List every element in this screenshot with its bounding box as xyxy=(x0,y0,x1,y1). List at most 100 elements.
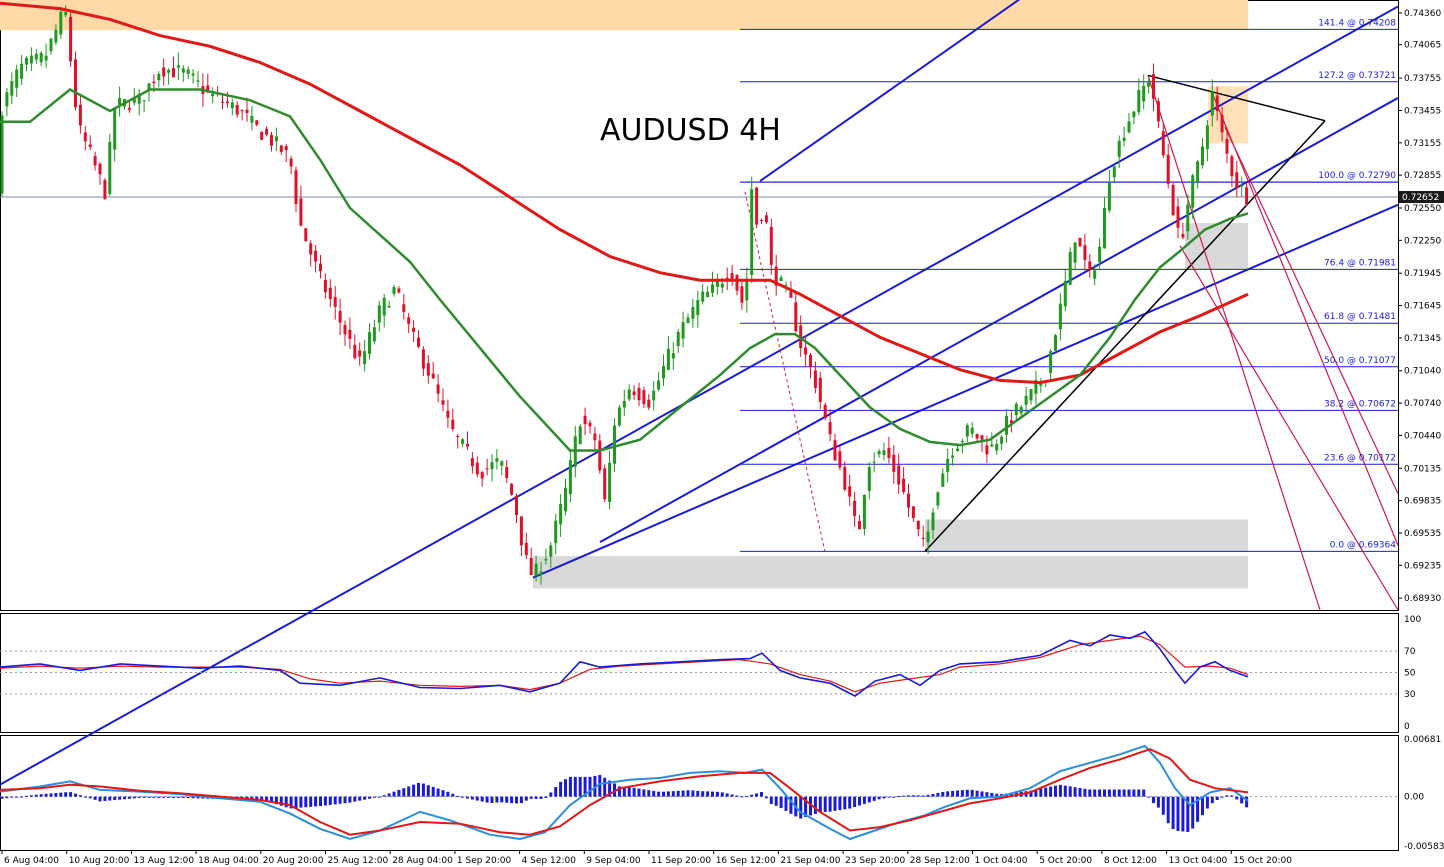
macd-histogram-bar xyxy=(813,796,817,814)
moving-averages xyxy=(0,1,1249,452)
candle-body xyxy=(676,331,680,346)
macd-histogram-bar xyxy=(1063,785,1067,797)
candle xyxy=(397,286,401,294)
macd-histogram-bar xyxy=(1245,796,1249,808)
candle-body xyxy=(1005,415,1008,435)
candle-body xyxy=(730,272,734,281)
candle-body xyxy=(544,559,548,561)
candle xyxy=(59,7,63,39)
candle-body xyxy=(892,454,896,472)
macd-histogram-bar xyxy=(755,793,759,797)
macd-histogram-bar xyxy=(867,796,871,803)
candle xyxy=(598,434,602,474)
time-tick-label: 6 Aug 04:00 xyxy=(4,856,59,866)
candle-body xyxy=(715,281,719,287)
candle-body xyxy=(323,279,327,293)
candle-body xyxy=(470,458,474,467)
macd-histogram-bar xyxy=(500,796,504,803)
macd-histogram-bar xyxy=(304,796,308,808)
macd-histogram-bar xyxy=(505,796,509,803)
macd-histogram-bar xyxy=(1132,789,1136,797)
candle-body xyxy=(225,101,229,104)
macd-histogram-bar xyxy=(534,796,538,799)
macd-histogram-bar xyxy=(39,794,43,797)
candle-body xyxy=(578,426,582,445)
macd-histogram-bar xyxy=(162,796,166,798)
candle-body xyxy=(69,16,73,62)
macd-histogram-bar xyxy=(843,796,847,810)
candle xyxy=(774,254,778,296)
macd-histogram-bar xyxy=(1225,795,1229,797)
candle xyxy=(936,491,940,510)
candle-body xyxy=(588,422,592,427)
candle xyxy=(1137,78,1141,116)
drawing-objects[interactable] xyxy=(0,0,1399,786)
candle-body xyxy=(279,145,283,152)
candle xyxy=(98,162,102,185)
candle-body xyxy=(167,69,171,73)
candle xyxy=(515,493,518,524)
candle xyxy=(902,467,906,495)
candle xyxy=(1201,138,1204,169)
candle xyxy=(578,423,582,445)
candle-body xyxy=(603,468,607,499)
candle-body xyxy=(745,278,749,301)
macd-histogram-bar xyxy=(764,796,768,799)
candle xyxy=(314,245,318,273)
candle-body xyxy=(887,447,891,459)
macd-histogram-bar xyxy=(108,796,112,801)
macd-histogram-bar xyxy=(1009,792,1013,797)
candle xyxy=(431,361,435,379)
candle-body xyxy=(622,400,626,408)
macd-histogram-bar xyxy=(25,795,28,797)
macd-histogram-bar xyxy=(358,796,362,801)
macd-histogram-bar xyxy=(387,793,391,797)
candle xyxy=(911,506,915,522)
triangle-support-line xyxy=(924,120,1326,552)
candle-body xyxy=(1112,166,1116,178)
candle-body xyxy=(995,444,999,451)
macd-histogram-bar xyxy=(461,796,465,798)
candle-body xyxy=(387,305,391,308)
macd-histogram-bar xyxy=(417,782,420,797)
candle xyxy=(1000,434,1004,451)
candle-body xyxy=(1098,246,1102,263)
macd-histogram-bar xyxy=(74,793,77,797)
price-tick-label: 0.71945 xyxy=(1404,269,1441,279)
macd-histogram-bar xyxy=(78,795,82,797)
candle xyxy=(39,50,43,67)
candle xyxy=(103,178,107,200)
macd-histogram-bar xyxy=(1181,796,1185,832)
macd-histogram-bar xyxy=(118,796,122,800)
candle-body xyxy=(608,462,612,502)
macd-histogram-bar xyxy=(475,796,479,801)
candle-body xyxy=(936,492,940,506)
candle xyxy=(529,547,533,576)
candle-body xyxy=(118,97,122,105)
candle-body xyxy=(495,458,499,462)
candle-body xyxy=(20,63,24,79)
macd-histogram-bar xyxy=(451,793,455,797)
candle-body xyxy=(666,348,670,370)
candle-body xyxy=(505,467,509,478)
candle xyxy=(1171,181,1175,216)
candle xyxy=(211,87,215,104)
macd-histogram-bar xyxy=(44,793,48,797)
fib-trendline xyxy=(744,191,826,552)
candle xyxy=(1205,119,1209,162)
candle xyxy=(608,450,612,510)
demand-zone xyxy=(533,556,1248,589)
candle-body xyxy=(274,136,278,142)
macd-histogram-bar xyxy=(1152,796,1155,804)
macd-histogram-bar xyxy=(1112,789,1116,797)
macd-histogram-bar xyxy=(265,796,269,802)
candle-body xyxy=(358,350,362,357)
candle xyxy=(1230,154,1234,188)
macd-histogram-bar xyxy=(490,796,494,803)
macd-histogram-bar xyxy=(564,779,567,797)
macd-histogram-bar xyxy=(123,796,126,800)
candle xyxy=(1024,387,1028,416)
candle xyxy=(167,68,171,85)
candle xyxy=(191,69,195,84)
